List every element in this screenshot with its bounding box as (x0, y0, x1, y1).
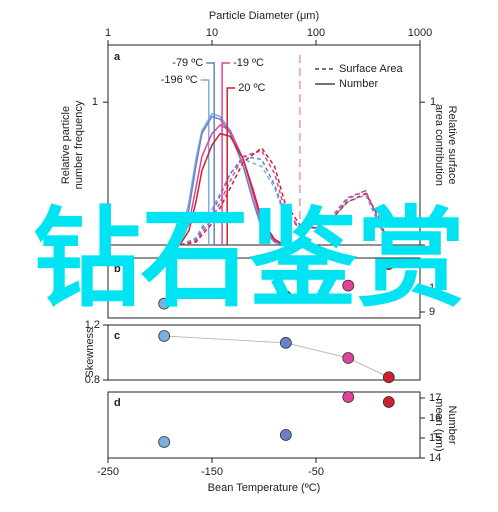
y2-tick-label: 11 (429, 282, 440, 294)
number-curve (170, 115, 285, 246)
panel-label: a (114, 51, 121, 63)
y2-tick-label: 13 (429, 258, 441, 270)
trend-line (164, 335, 390, 378)
point (382, 371, 395, 384)
number-curve (170, 124, 285, 246)
curve-label: -79 ºC (172, 57, 203, 69)
x-tick-label: 100 (307, 27, 325, 39)
point (382, 258, 395, 270)
y2-tick-label: 17 (429, 392, 441, 404)
panel-label: b (114, 263, 121, 275)
x-tick-label: -50 (308, 466, 324, 478)
y2-tick-label: 14 (429, 452, 441, 464)
panel-frame (107, 44, 421, 246)
x-tick-label: 1000 (408, 27, 432, 39)
label-line (206, 62, 215, 245)
point (158, 297, 171, 310)
y2-tick-label: 0 (430, 239, 436, 251)
y-axis-title: Relative particle (60, 106, 72, 184)
number-curve (170, 132, 286, 246)
surface-curve (180, 158, 390, 246)
watermark: 钻石鉴赏 (33, 197, 465, 322)
y2-tick-label: 1 (430, 96, 436, 108)
label-line (226, 87, 236, 245)
y-tick-label: 0.8 (85, 374, 100, 386)
label-line (200, 79, 210, 245)
label-line (221, 62, 231, 245)
surface-curve (180, 155, 390, 246)
panel-label: d (114, 397, 121, 409)
x-tick-label: 10 (206, 27, 218, 39)
y2-tick-label: 9 (429, 306, 435, 318)
y-axis-title: number frequency (73, 100, 85, 189)
y2-tick-label: 16 (429, 412, 441, 424)
point (342, 279, 355, 292)
panel-label: c (114, 330, 120, 342)
point (382, 396, 395, 408)
y2-tick-label: 15 (429, 432, 441, 444)
y-tick-label: 1 (92, 96, 98, 108)
point (342, 352, 355, 364)
x-tick-label: -250 (97, 466, 119, 478)
surface-curve (180, 146, 390, 246)
point (279, 429, 292, 441)
x-tick-label: 1 (105, 27, 111, 39)
surface-curve (180, 149, 390, 246)
panel-frame (107, 391, 421, 459)
y2-axis-title: Number (446, 405, 458, 444)
curve-label: -196 ºC (161, 74, 198, 86)
y2-axis-title: area contribution (433, 104, 445, 186)
point (158, 436, 171, 448)
x-tick-label: -150 (201, 466, 223, 478)
legend-label: Number (339, 78, 378, 90)
curve-label: 20 ºC (238, 82, 265, 94)
y2-axis-title: Relative surface (446, 106, 458, 185)
point (342, 391, 355, 403)
curve-label: -19 ºC (233, 57, 264, 69)
x-axis-title: Particle Diameter (μm) (209, 10, 319, 22)
y-axis-title: Skewness (84, 327, 96, 378)
x-axis-title: Bean Temperature (ºC) (208, 482, 321, 494)
legend-label: Surface Area (339, 63, 403, 75)
point (279, 336, 292, 349)
panel-frame (107, 324, 421, 381)
point (279, 290, 292, 303)
y-tick-label: 1.2 (85, 319, 100, 331)
y2-axis-title: mean (μm) (433, 398, 445, 451)
point (158, 330, 171, 342)
